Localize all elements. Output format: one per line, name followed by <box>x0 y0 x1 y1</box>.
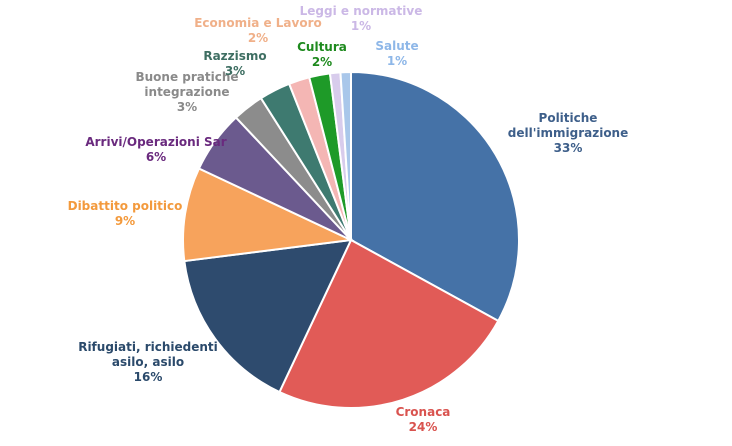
slice-label-line: Politiche <box>539 111 598 125</box>
pie-slice-3 <box>183 238 353 394</box>
slice-label-4: Dibattito politico 9% <box>68 199 183 228</box>
slice-label-6: Buone pratiche integrazione 3% <box>135 70 238 114</box>
slice-label-line: 6% <box>146 150 166 164</box>
slice-label-line: 24% <box>409 420 438 434</box>
slice-label-line: 1% <box>387 54 407 68</box>
slice-label-line: 33% <box>554 141 583 155</box>
slice-label-3: Rifugiati, richiedenti asilo, asilo 16% <box>78 340 218 384</box>
slice-label-line: 3% <box>177 100 197 114</box>
pie-slice-11 <box>339 70 352 241</box>
slice-label-line: Leggi e normative <box>300 4 423 18</box>
slice-label-11: Salute 1% <box>375 39 418 68</box>
slice-label-line: Cronaca <box>396 405 451 419</box>
slice-label-10: Leggi e normative 1% <box>300 4 423 33</box>
slice-label-1: Politiche dell'immigrazione 33% <box>508 111 629 155</box>
slice-label-line: 3% <box>225 64 245 78</box>
slice-label-line: 2% <box>248 31 268 45</box>
slice-label-2: Cronaca 24% <box>396 405 451 434</box>
pie-slice-2 <box>278 238 500 409</box>
slice-label-line: asilo, asilo <box>112 355 184 369</box>
slice-label-5: Arrivi/Operazioni Sar 6% <box>85 135 226 164</box>
slice-label-line: Salute <box>375 39 418 53</box>
slice-label-line: 16% <box>134 370 163 384</box>
slice-label-line: integrazione <box>144 85 229 99</box>
slice-label-8: Economia e Lavoro 2% <box>194 16 322 45</box>
slice-label-line: Razzismo <box>203 49 266 63</box>
slice-label-line: dell'immigrazione <box>508 126 629 140</box>
pie-slice-1 <box>350 70 521 323</box>
slice-label-line: Arrivi/Operazioni Sar <box>85 135 226 149</box>
slice-label-7: Razzismo 3% <box>203 49 266 78</box>
slice-label-line: Dibattito politico <box>68 199 183 213</box>
slice-label-line: Cultura <box>297 40 347 54</box>
slice-label-line: 2% <box>312 55 332 69</box>
slice-label-line: Economia e Lavoro <box>194 16 322 30</box>
slice-label-line: Buone pratiche <box>135 70 238 84</box>
pie-slice-4 <box>182 167 355 263</box>
slice-label-9: Cultura 2% <box>297 40 347 69</box>
slice-label-line: 1% <box>351 19 371 33</box>
slice-label-line: Rifugiati, richiedenti <box>78 340 218 354</box>
slice-label-line: 9% <box>115 214 135 228</box>
